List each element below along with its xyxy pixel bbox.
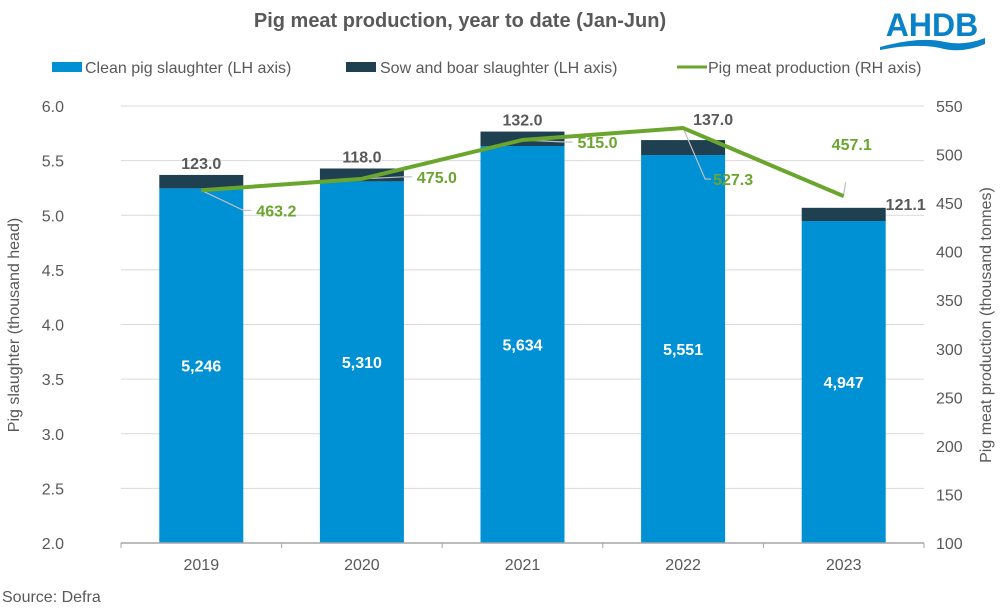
legend-swatch-sow-boar bbox=[346, 62, 376, 72]
leader-line bbox=[361, 176, 412, 180]
bar-sow-boar bbox=[159, 174, 244, 189]
bar-clean-pig bbox=[480, 145, 565, 543]
right-tick-label: 450 bbox=[936, 196, 963, 213]
data-labels: 5,246 123.0 5,310 118.0 5,634 132.0 5,551 137.0… bbox=[181, 112, 926, 392]
bar-sow-boar bbox=[801, 207, 886, 222]
label-pig-meat: 463.2 bbox=[256, 203, 296, 220]
logo-text: AHDB bbox=[886, 7, 978, 43]
left-tick-label: 4.0 bbox=[42, 318, 64, 335]
label-clean-pig: 5,310 bbox=[342, 355, 382, 372]
label-sow-boar: 118.0 bbox=[342, 149, 381, 166]
right-axis-ticks: 100 150 200 250 300 350 400 450 500 550 bbox=[936, 99, 963, 553]
bar-sow-boar bbox=[641, 140, 726, 156]
left-tick-label: 5.5 bbox=[42, 154, 64, 171]
label-pig-meat: 527.3 bbox=[713, 172, 753, 189]
bars bbox=[159, 131, 886, 543]
left-tick-label: 2.5 bbox=[42, 481, 64, 498]
right-tick-label: 250 bbox=[936, 390, 963, 407]
source-note: Source: Defra bbox=[2, 589, 101, 606]
label-clean-pig: 5,634 bbox=[502, 337, 542, 354]
right-tick-label: 150 bbox=[936, 487, 963, 504]
right-tick-label: 400 bbox=[936, 245, 963, 262]
right-axis-title: Pig meat production (thousand tonnes) bbox=[978, 187, 995, 463]
label-clean-pig: 5,551 bbox=[663, 342, 703, 359]
right-tick-label: 100 bbox=[936, 536, 963, 553]
bar-clean-pig bbox=[641, 155, 726, 543]
x-tick-label: 2020 bbox=[344, 557, 380, 574]
legend-swatch-clean-pig bbox=[52, 62, 82, 72]
left-axis-title: Pig slaughter (thousand head) bbox=[6, 218, 23, 432]
left-tick-label: 3.0 bbox=[42, 427, 64, 444]
legend-label-pig-meat: Pig meat production (RH axis) bbox=[708, 60, 921, 77]
left-axis-ticks: 2.0 2.5 3.0 3.5 4.0 4.5 5.0 5.5 6.0 bbox=[42, 99, 64, 553]
legend-label-clean-pig: Clean pig slaughter (LH axis) bbox=[85, 60, 291, 77]
bar-clean-pig bbox=[159, 188, 244, 543]
legend-label-sow-boar: Sow and boar slaughter (LH axis) bbox=[380, 60, 617, 77]
logo-wave-icon bbox=[880, 38, 985, 51]
bar-clean-pig bbox=[801, 221, 886, 543]
chart-title: Pig meat production, year to date (Jan-J… bbox=[254, 10, 666, 32]
left-tick-label: 5.0 bbox=[42, 208, 64, 225]
left-tick-label: 4.5 bbox=[42, 263, 64, 280]
bar-clean-pig bbox=[319, 181, 404, 543]
right-tick-label: 550 bbox=[936, 99, 963, 116]
legend: Clean pig slaughter (LH axis) Sow and bo… bbox=[52, 60, 921, 77]
label-sow-boar: 123.0 bbox=[181, 156, 221, 173]
label-sow-boar: 137.0 bbox=[693, 112, 733, 129]
left-tick-label: 6.0 bbox=[42, 99, 64, 116]
label-clean-pig: 5,246 bbox=[181, 359, 221, 376]
x-tick-label: 2022 bbox=[665, 557, 701, 574]
production-line bbox=[201, 126, 845, 199]
right-tick-label: 500 bbox=[936, 148, 963, 165]
label-pig-meat: 475.0 bbox=[417, 170, 457, 187]
left-tick-label: 3.5 bbox=[42, 372, 64, 389]
leader-line bbox=[843, 182, 847, 195]
label-clean-pig: 4,947 bbox=[824, 375, 864, 392]
label-sow-boar: 132.0 bbox=[502, 113, 542, 130]
x-axis: 2019 2020 2021 2022 2023 bbox=[120, 542, 925, 574]
label-pig-meat: 515.0 bbox=[578, 135, 618, 152]
leader-line bbox=[682, 127, 712, 180]
right-tick-label: 300 bbox=[936, 342, 963, 359]
leader-line bbox=[201, 189, 252, 211]
right-tick-label: 350 bbox=[936, 293, 963, 310]
left-tick-label: 2.0 bbox=[42, 536, 64, 553]
right-tick-label: 200 bbox=[936, 439, 963, 456]
x-tick-label: 2023 bbox=[826, 557, 862, 574]
ahdb-logo: AHDB bbox=[880, 7, 985, 51]
x-tick-label: 2021 bbox=[505, 557, 541, 574]
label-sow-boar: 121.1 bbox=[886, 197, 926, 214]
label-pig-meat: 457.1 bbox=[832, 137, 872, 154]
x-tick-label: 2019 bbox=[184, 557, 220, 574]
